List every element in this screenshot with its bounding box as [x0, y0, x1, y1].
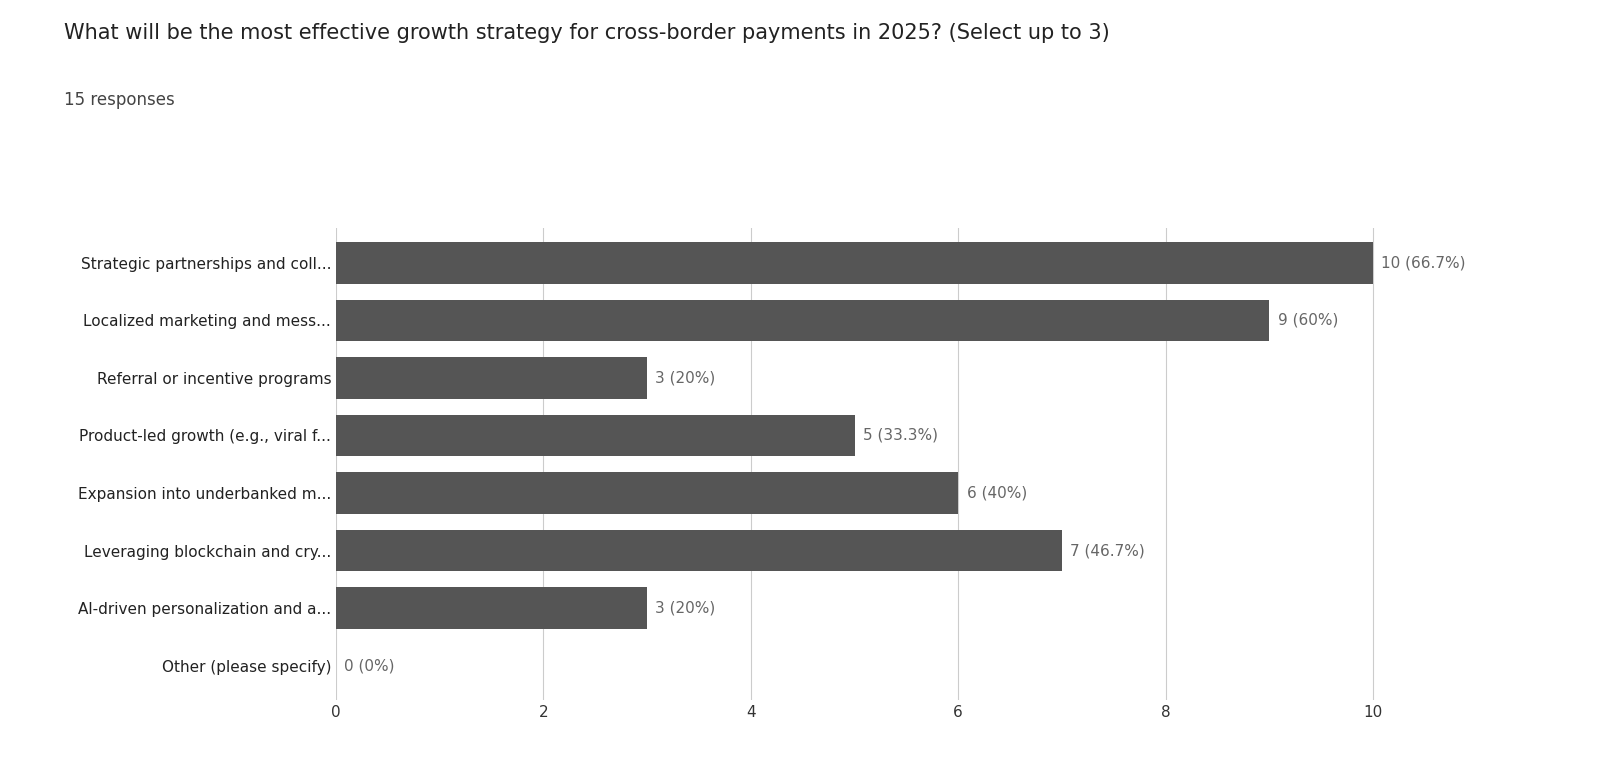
Text: 6 (40%): 6 (40%): [966, 486, 1027, 501]
Bar: [336, 300, 1269, 341]
Bar: [336, 415, 854, 456]
Bar: [336, 587, 646, 629]
Text: 5 (33.3%): 5 (33.3%): [862, 428, 938, 443]
Bar: [336, 530, 1062, 572]
Bar: [336, 473, 958, 514]
Bar: [336, 357, 646, 399]
Bar: [336, 242, 1373, 284]
Text: 3 (20%): 3 (20%): [656, 600, 715, 616]
Text: 3 (20%): 3 (20%): [656, 371, 715, 385]
Text: 15 responses: 15 responses: [64, 91, 174, 110]
Text: 7 (46.7%): 7 (46.7%): [1070, 543, 1146, 558]
Text: 9 (60%): 9 (60%): [1278, 313, 1338, 328]
Text: What will be the most effective growth strategy for cross-border payments in 202: What will be the most effective growth s…: [64, 23, 1110, 43]
Text: 0 (0%): 0 (0%): [344, 658, 395, 673]
Text: 10 (66.7%): 10 (66.7%): [1381, 256, 1466, 270]
